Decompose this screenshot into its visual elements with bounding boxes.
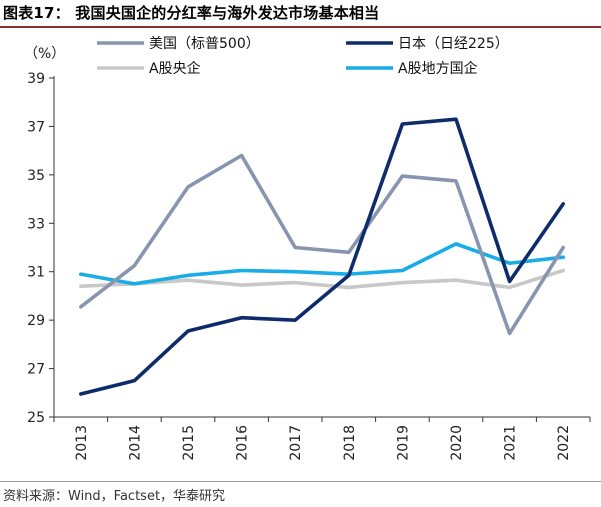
y-tick-label: 25 bbox=[27, 410, 45, 426]
series-line-3 bbox=[79, 268, 566, 290]
x-tick-label: 2016 bbox=[235, 425, 251, 461]
x-tick-label: 2020 bbox=[449, 425, 465, 461]
x-tick-label: 2015 bbox=[181, 425, 197, 461]
legend-label: 日本（日经225） bbox=[398, 36, 509, 52]
legend-label: A股央企 bbox=[149, 60, 201, 77]
source-note: 资料来源：Wind，Factset，华泰研究 bbox=[3, 489, 226, 504]
y-tick-label: 27 bbox=[27, 362, 45, 378]
y-tick-label: 39 bbox=[27, 71, 45, 87]
chart-title: 图表17： 我国央国企的分红率与海外发达市场基本相当 bbox=[3, 4, 380, 22]
x-tick-label: 2022 bbox=[556, 425, 572, 461]
axes bbox=[49, 76, 591, 422]
x-tick-label: 2017 bbox=[288, 425, 304, 461]
y-axis-unit-label: （%） bbox=[24, 46, 65, 62]
series-line-1 bbox=[79, 153, 566, 336]
legend: 美国（标普500） 日本（日经225） A股央企 A股地方国企 bbox=[97, 36, 509, 77]
line-chart: 25 27 29 31 33 35 37 39 2013 2014 2015 2016 2017 2018… bbox=[24, 36, 591, 461]
tick-labels: 25 27 29 31 33 35 37 39 2013 2014 2015 2016 2017 2018… bbox=[27, 71, 572, 461]
x-tick-label: 2021 bbox=[503, 425, 519, 461]
legend-label: A股地方国企 bbox=[398, 60, 478, 77]
y-tick-label: 37 bbox=[27, 119, 45, 135]
series-line-2 bbox=[79, 117, 566, 396]
x-tick-label: 2013 bbox=[74, 425, 90, 461]
x-tick-label: 2014 bbox=[127, 425, 143, 461]
title-divider bbox=[0, 26, 601, 28]
y-tick-label: 33 bbox=[27, 216, 45, 232]
series-lines bbox=[79, 117, 566, 396]
y-tick-label: 35 bbox=[27, 168, 45, 184]
y-tick-label: 29 bbox=[27, 313, 45, 329]
legend-label: 美国（标普500） bbox=[149, 36, 260, 52]
x-tick-label: 2019 bbox=[395, 425, 411, 461]
source-divider bbox=[0, 481, 601, 482]
x-tick-label: 2018 bbox=[342, 425, 358, 461]
y-tick-label: 31 bbox=[27, 265, 45, 281]
